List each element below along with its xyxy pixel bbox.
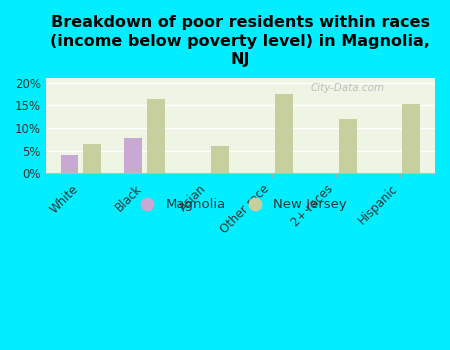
Bar [339,119,356,174]
Bar [84,145,101,174]
Title: Breakdown of poor residents within races
(income below poverty level) in Magnoli: Breakdown of poor residents within races… [50,15,430,67]
Bar [211,146,229,174]
Bar [275,94,293,174]
Bar [124,138,142,174]
Text: City-Data.com: City-Data.com [310,83,385,93]
Bar [402,104,420,174]
Bar [61,155,78,174]
Bar [147,99,165,174]
Legend: Magnolia, New Jersey: Magnolia, New Jersey [129,193,352,216]
